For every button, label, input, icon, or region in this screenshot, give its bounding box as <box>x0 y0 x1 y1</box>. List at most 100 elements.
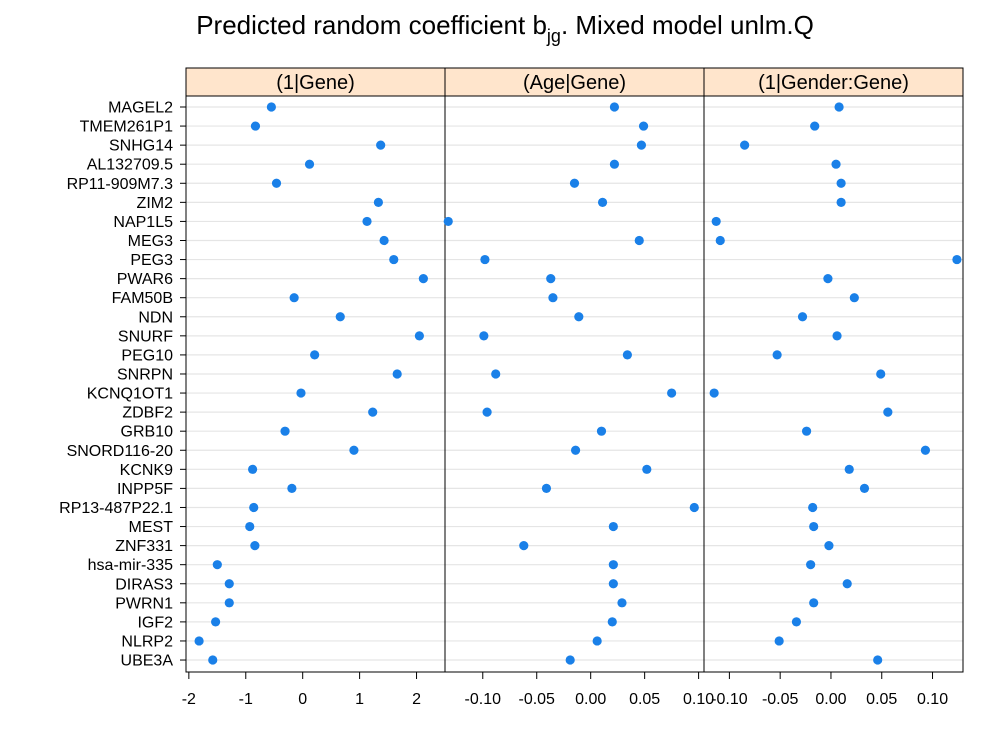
panel-1-point-tmem261p1 <box>250 121 261 131</box>
gene-label-pwar6: PWAR6 <box>117 271 173 288</box>
panel-2-point-ube3a <box>565 655 575 665</box>
panel-1-point-inpp5f <box>287 483 297 493</box>
gene-label-snrpn: SNRPN <box>117 366 173 383</box>
gene-label-snurf: SNURF <box>118 328 173 345</box>
panel-1-point-igf2 <box>211 617 221 627</box>
panel-2-point-nlrp2 <box>592 636 602 646</box>
panel-3-point-peg10 <box>772 350 782 360</box>
panel-3-strip <box>703 67 964 97</box>
panel-1-frame <box>185 95 446 673</box>
gene-label-ube3a: UBE3A <box>121 653 174 670</box>
panel-3-point-kcnk9 <box>844 464 854 474</box>
panel-1-point-nlrp2 <box>194 636 204 646</box>
panel-1-point-mest <box>245 521 255 532</box>
panel-2-point-zim2 <box>597 197 608 207</box>
gene-label-meg3: MEG3 <box>128 233 173 250</box>
panel-2-point-nap1l5 <box>443 216 453 227</box>
panel-2-point-peg10 <box>622 350 632 360</box>
gene-label-peg10: PEG10 <box>121 347 173 364</box>
panel-2-point-al132709-5 <box>609 159 620 169</box>
panel-1-point-rp11-909m7-3 <box>271 178 282 188</box>
panel-3-point-grb10 <box>801 426 812 436</box>
gene-label-zdbf2: ZDBF2 <box>122 405 173 422</box>
panel-3-point-al132709-5 <box>831 159 841 169</box>
panel-1-tick-label: 2 <box>412 691 421 708</box>
gene-label-inpp5f: INPP5F <box>117 481 173 498</box>
gene-label-nlrp2: NLRP2 <box>121 633 173 650</box>
chart-title: Predicted random coefficient bjg. Mixed … <box>196 10 814 46</box>
panel-2-point-rp13-487p22-1 <box>689 502 699 513</box>
panel-3-point-pwrn1 <box>809 598 819 608</box>
panel-1-tick-label: 1 <box>355 691 364 708</box>
panel-2-point-peg3 <box>480 254 490 265</box>
panel-2-point-fam50b <box>548 293 558 303</box>
panel-1-tick-label: -2 <box>182 691 196 708</box>
panel-3-point-zdbf2 <box>883 407 893 417</box>
panel-1-point-nap1l5 <box>362 216 372 227</box>
panel-2-point-snord116-20 <box>570 445 581 455</box>
panel-2-point-meg3 <box>634 235 644 246</box>
panel-1-tick-label: 0 <box>298 691 307 708</box>
panel-2-point-diras3 <box>608 579 618 589</box>
panel-2-point-pwar6 <box>546 274 556 284</box>
panel-2-point-magel2 <box>609 102 620 112</box>
panel-2-point-snurf <box>479 331 489 341</box>
panel-3-tick-label: 0.05 <box>866 691 897 708</box>
panel-1-point-ube3a <box>208 655 218 665</box>
panel-3-point-znf331 <box>824 541 834 551</box>
panel-3-point-rp13-487p22-1 <box>808 502 818 513</box>
panel-3-point-zim2 <box>836 197 846 207</box>
panel-3-point-peg3 <box>952 254 962 265</box>
panel-2-point-igf2 <box>607 617 617 627</box>
gene-label-al132709-5: AL132709.5 <box>87 157 173 174</box>
gene-label-kcnk9: KCNK9 <box>120 462 173 479</box>
panel-3-point-pwar6 <box>823 274 833 284</box>
panel-1-point-meg3 <box>379 235 389 246</box>
panel-1-point-grb10 <box>280 426 290 436</box>
gene-label-ndn: NDN <box>138 309 173 326</box>
panel-3-point-tmem261p1 <box>810 121 820 131</box>
gene-label-mest: MEST <box>129 519 174 536</box>
panel-3-point-nlrp2 <box>774 636 784 646</box>
panels-group: (1|Gene) -2 -1 0 1 2 (Age|Gene) -0.10 -0.05 0.00 0… <box>180 67 964 708</box>
panel-2-point-znf331 <box>519 541 529 551</box>
panel-2-point-grb10 <box>596 426 607 436</box>
panel-1-point-fam50b <box>289 293 299 303</box>
panel-1-tick-label: -1 <box>239 691 253 708</box>
panel-2-point-hsa-mir-335 <box>608 560 618 570</box>
panel-2-point-mest <box>608 521 618 532</box>
panel-1-point-al132709-5 <box>304 159 315 169</box>
panel-3-tick-label: -0.10 <box>711 691 748 708</box>
gene-label-snord116-20: SNORD116-20 <box>67 443 174 460</box>
gene-label-hsa-mir-335: hsa-mir-335 <box>88 557 173 574</box>
panel-1-point-snurf <box>414 331 424 341</box>
gene-label-pwrn1: PWRN1 <box>115 595 173 612</box>
panel-3-point-mest <box>809 521 819 532</box>
panel-2-tick-label: 0.10 <box>683 691 714 708</box>
panel-2-point-ndn <box>574 312 584 322</box>
gene-label-magel2: MAGEL2 <box>108 100 173 117</box>
panel-3-point-ndn <box>797 312 808 322</box>
panel-2-strip <box>444 67 705 97</box>
panel-2-point-tmem261p1 <box>638 121 649 131</box>
panel-1-strip-label: (1|Gene) <box>276 72 355 94</box>
panel-1-point-hsa-mir-335 <box>212 560 222 570</box>
panel-3-frame <box>703 95 964 673</box>
panel-1-point-ndn <box>335 312 345 322</box>
panel-1-point-pwrn1 <box>224 598 234 608</box>
panel-2-point-snrpn <box>491 369 501 379</box>
panel-3-point-snurf <box>832 331 842 341</box>
panel-2-point-rp11-909m7-3 <box>569 178 580 188</box>
panel-1-point-zim2 <box>373 197 383 207</box>
gene-label-grb10: GRB10 <box>121 424 174 441</box>
panel-3-point-diras3 <box>842 579 852 589</box>
gene-label-tmem261p1: TMEM261P1 <box>80 119 173 136</box>
gene-label-zim2: ZIM2 <box>137 195 174 212</box>
gene-label-fam50b: FAM50B <box>112 290 173 307</box>
panel-2-tick-label: -0.05 <box>518 691 555 708</box>
panel-3-point-fam50b <box>849 293 859 303</box>
panel-3-point-snord116-20 <box>920 445 931 455</box>
gene-label-igf2: IGF2 <box>137 614 173 631</box>
panel-1-point-kcnq1ot1 <box>296 388 306 398</box>
